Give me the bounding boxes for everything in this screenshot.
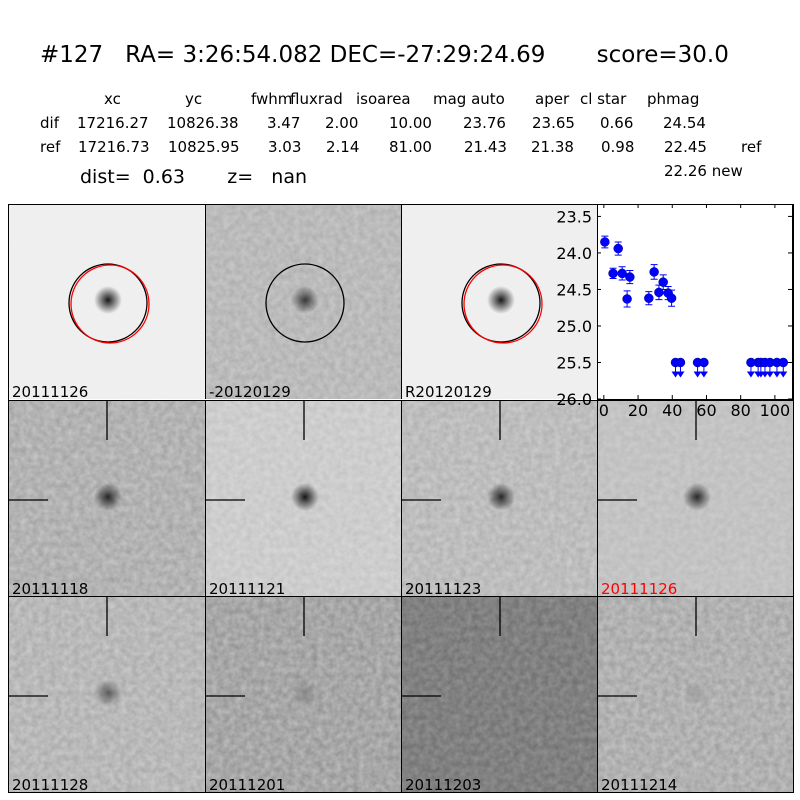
stamp-date-label: 20111121 [209,580,286,596]
detection-point [622,294,632,304]
x-tick-label: 20 [628,401,648,420]
detection-point [625,272,635,282]
column-header: phmag [647,90,700,108]
table-cell: 0.98 [601,138,635,156]
column-header: fwhm [251,90,293,108]
table-cell: 21.43 [464,138,507,156]
image-stamp: 20111203 [401,596,598,792]
x-tick-label: 60 [696,401,716,420]
image-stamp: -20120129 [205,204,402,399]
image-stamp: 20111126 [9,204,205,399]
upper-limit-arrowhead [779,371,788,378]
upper-limit-arrowhead [693,371,702,378]
upper-limit-arrowhead [699,371,708,378]
phmag-new: 22.26 new [664,162,743,180]
upper-limit-arrowhead [676,371,685,378]
aperture-circle [70,264,150,344]
stamp-date-label: R20120129 [405,383,492,399]
image-stamp: 20111126 [597,400,794,596]
image-stamp: 20111201 [205,596,402,792]
x-tick-label: 0 [599,401,609,420]
detection-point [644,293,654,303]
upper-limit-point [778,357,789,368]
column-header: fluxrad [290,90,343,108]
detection-point [666,293,677,303]
table-cell: 81.00 [389,138,432,156]
detection-point [658,277,668,287]
stamp-date-label: 20111214 [601,776,678,792]
column-header: mag auto [433,90,505,108]
stamp-date-label: 20111126 [601,580,678,596]
aperture-circle [463,264,543,344]
table-cell: 17216.27 [77,114,149,132]
detection-point [600,237,610,247]
stamp-date-label: 20111126 [12,383,89,399]
table-cell: 22.45 [664,138,707,156]
image-stamp: 20111118 [9,400,205,596]
detection-point [608,268,618,279]
aperture-circle [461,263,541,343]
aperture-circle [265,263,345,343]
table-cell: 2.00 [325,114,359,132]
x-tick-label: 100 [760,401,791,420]
dist-z-line: dist= 0.63 z= nan [80,166,308,188]
y-tick-label: 26.0 [556,390,592,409]
detection-point [617,268,627,279]
column-header: yc [185,90,203,108]
x-tick-label: 40 [662,401,682,420]
stamp-date-label: -20120129 [209,383,291,399]
stamp-date-label: 20111128 [12,776,89,792]
upper-limit-point [699,357,709,368]
detection-point [654,287,664,298]
table-cell: 10825.95 [168,138,240,156]
table-cell: 0.66 [600,114,634,132]
table-cell: 23.76 [463,114,506,132]
image-stamp: 20111128 [9,596,205,792]
image-stamp: 20111121 [205,400,402,596]
column-header: aper [535,90,570,108]
table-cell: 3.47 [267,114,301,132]
table-cell: 10.00 [389,114,432,132]
x-tick-label: 80 [731,401,751,420]
aperture-circle [68,263,148,343]
row-suffix: ref [741,138,762,156]
stamp-date-label: 20111201 [209,776,286,792]
table-cell: 10826.38 [167,114,239,132]
stamp-date-label: 20111118 [12,580,89,596]
column-header: xc [104,90,121,108]
upper-limit-point [675,357,686,368]
stamp-date-label: 20111203 [405,776,482,792]
upper-limit-arrowhead [772,371,781,378]
table-cell: 24.54 [663,114,706,132]
row-label: ref [40,138,61,156]
detection-point [649,267,659,277]
image-stamp: 20111123 [401,400,598,596]
stamp-date-label: 20111123 [405,580,482,596]
y-tick-label: 24.5 [556,280,592,299]
upper-limit-arrowhead [765,371,774,378]
candidate-title: #127 RA= 3:26:54.082 DEC=-27:29:24.69 sc… [40,42,729,68]
upper-limit-arrowhead [746,371,755,378]
image-stamp: R20120129 [401,204,598,399]
table-cell: 2.14 [326,138,360,156]
column-header: cl star [580,90,627,108]
light-curve-plot: 23.5 24.0 24.5 25.0 25.5 26.0 0 20 40 60 80 100 [556,204,793,420]
y-tick-label: 25.5 [556,353,592,372]
y-tick-label: 24.0 [556,244,592,263]
row-label: dif [40,114,59,132]
detection-point [613,243,623,254]
image-stamp: 20111214 [597,596,794,792]
table-cell: 21.38 [531,138,574,156]
table-cell: 17216.73 [78,138,150,156]
column-header: isoarea [356,90,411,108]
y-tick-label: 23.5 [556,207,592,226]
table-cell: 23.65 [532,114,575,132]
table-cell: 3.03 [268,138,302,156]
y-tick-label: 25.0 [556,317,592,336]
